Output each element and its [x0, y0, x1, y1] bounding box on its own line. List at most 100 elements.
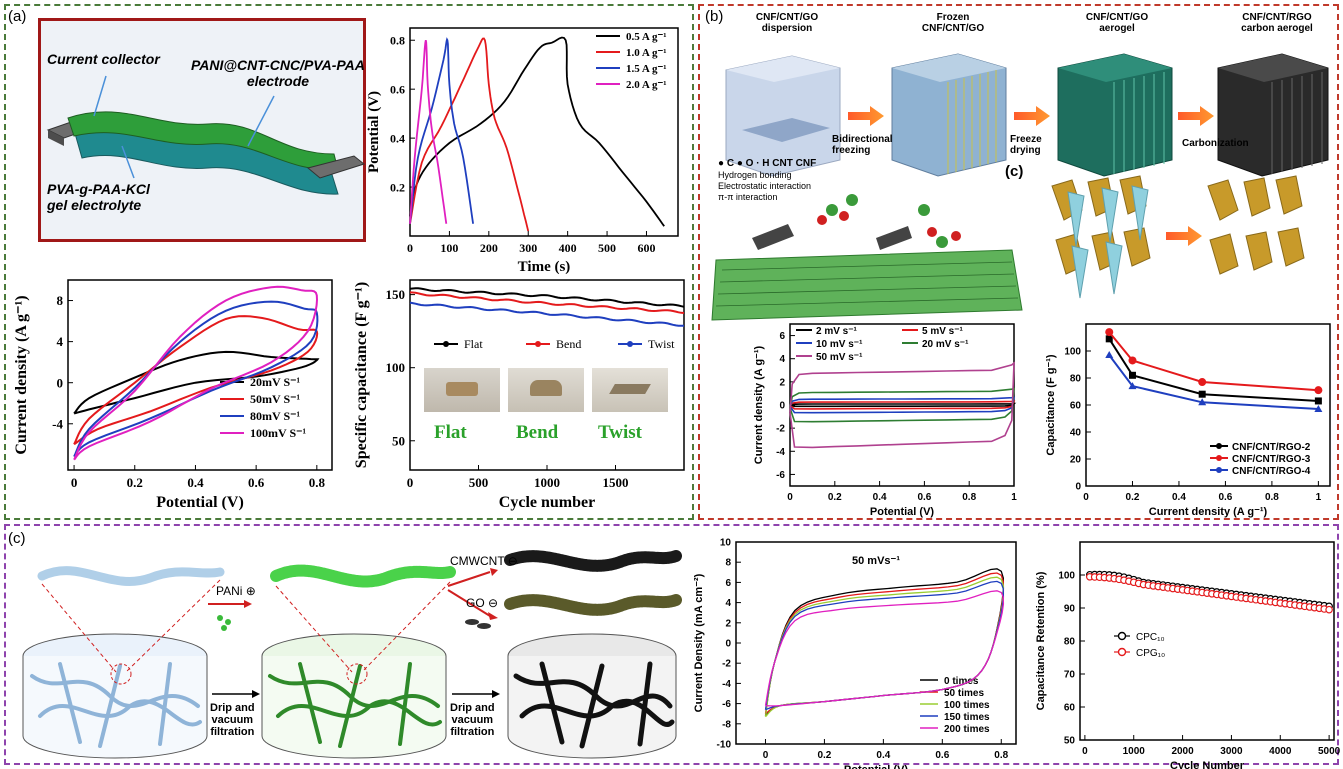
cap-a-legend-label: Twist	[648, 337, 675, 351]
y-tick-label: -2	[722, 659, 731, 670]
y-tick-label: 0.4	[390, 131, 405, 145]
cv-c-legend-label: 150 times	[944, 712, 990, 723]
x-tick-label: 0	[787, 492, 793, 503]
x-tick-label: 0	[1083, 492, 1089, 503]
y-tick-label: -2	[776, 424, 785, 435]
y-axis-label: Specific capacitance (F g⁻¹)	[353, 282, 370, 468]
panel-label-c-top: (c)	[1005, 163, 1024, 180]
y-tick-label: 60	[1064, 703, 1076, 714]
x-tick-label: 0.2	[828, 492, 842, 503]
chart-cap-a: 0 500 1000 1500 50 100 150 Cycle number Specific…	[353, 279, 685, 511]
y-tick-label: 100	[1058, 571, 1075, 582]
y-tick-label: 60	[1070, 401, 1082, 412]
y-tick-label: 2	[779, 377, 785, 388]
x-tick-label: 0.8	[1265, 492, 1279, 503]
y-tick-label: 80	[1064, 637, 1076, 648]
y-tick-label: 4	[57, 334, 64, 349]
cap-a-series-line	[409, 287, 685, 308]
device-schematic: Current collector PANI@CNT-CNC/PVA-PAA e…	[38, 18, 366, 242]
x-tick-label: 0.2	[1126, 492, 1140, 503]
cap-a-legend-marker	[535, 341, 541, 347]
cv-a-series-line	[73, 350, 320, 415]
cv-a-series-line	[73, 300, 319, 458]
y-tick-label: 0.2	[390, 180, 405, 194]
x-axis-label: Current density (A g⁻¹)	[1149, 506, 1268, 518]
y-tick-label: 70	[1064, 670, 1076, 681]
cv-b-series-line	[789, 396, 1016, 414]
cv-a-series-line	[73, 285, 319, 461]
cap-b-point	[1314, 386, 1323, 395]
cap-b-point	[1128, 371, 1136, 379]
x-tick-label: 0	[763, 750, 769, 761]
caption-bend: Bend	[516, 422, 559, 443]
chart-cv-b: 0 0.2 0.4 0.6 0.8 1 -6 -4 -2 0 2 4 6 Potential (V) Cur…	[753, 323, 1017, 518]
x-tick-label: 600	[637, 241, 655, 255]
ret-c-legend-marker	[1117, 647, 1127, 657]
y-tick-label: 20	[1070, 455, 1082, 466]
plot-frame	[409, 27, 679, 237]
interaction-hydrogen: Hydrogen bonding	[718, 170, 792, 180]
chart-gcd: 0 100 200 300 400 500 600 0.2 0.4 0.6 0.8 Time (s) P…	[366, 27, 679, 275]
y-tick-label: 8	[725, 558, 731, 569]
x-tick-label: 500	[469, 475, 489, 490]
gcd-legend-label: 1.0 A g⁻¹	[626, 47, 667, 59]
cv-a-legend-label: 50mV S⁻¹	[250, 392, 300, 406]
chart-cv-c: 0 0.2 0.4 0.6 0.8 -10 -8 -6 -4 -2 0 2 4 6 8 10 Potential…	[693, 538, 1017, 769]
cap-a-legend-label: Bend	[556, 337, 581, 351]
cv-b-series-line	[789, 387, 1015, 423]
y-tick-label: 80	[1070, 374, 1082, 385]
cap-a-legend-marker	[627, 341, 633, 347]
cap-a-series-line	[409, 291, 685, 314]
y-tick-label: -10	[717, 740, 732, 751]
cap-b-series-line	[1108, 338, 1319, 402]
y-tick-label: 0	[725, 639, 731, 650]
y-tick-label: 2	[725, 618, 731, 629]
cv-a-legend-label: 100mV S⁻¹	[250, 426, 306, 440]
gcd-legend-label: 0.5 A g⁻¹	[626, 31, 667, 43]
y-tick-label: -4	[722, 679, 731, 690]
cap-b-point	[1128, 356, 1137, 365]
gcd-series-line	[409, 37, 474, 224]
cv-a-legend-label: 80mV S⁻¹	[250, 409, 300, 423]
label-current-collector: Current collector	[47, 51, 160, 67]
x-tick-label: 100	[440, 241, 458, 255]
label-electrode: PANI@CNT-CNC/PVA-PAA electrode	[191, 57, 365, 89]
x-tick-label: 0.8	[309, 475, 326, 490]
y-tick-label: 0	[779, 401, 785, 412]
x-tick-label: 0.2	[817, 750, 831, 761]
x-tick-label: 0	[407, 475, 414, 490]
x-tick-label: 1000	[534, 475, 560, 490]
arrow-label-freezing: Bidirectional freezing	[832, 134, 893, 156]
gcd-series-line	[409, 37, 530, 232]
x-tick-label: 0.6	[935, 750, 949, 761]
cap-b-legend-marker	[1216, 467, 1222, 473]
ret-c-legend-marker	[1117, 631, 1127, 641]
chart-cv-a: 0 0.2 0.4 0.6 0.8 -4 0 4 8 Potential (V) Current d…	[13, 279, 333, 511]
y-tick-label: 4	[779, 354, 785, 365]
panel-b	[698, 4, 1339, 520]
cv-c-series-line	[764, 590, 1005, 707]
cap-b-point	[1314, 397, 1322, 405]
panel-c-bottom	[4, 524, 1339, 765]
y-tick-label: 100	[1064, 347, 1081, 358]
y-tick-label: -6	[776, 470, 785, 481]
y-tick-label: -4	[776, 447, 785, 458]
y-tick-label: 8	[57, 293, 64, 308]
y-tick-label: -8	[722, 719, 731, 730]
ret-c-legend-label: CPG₁₀	[1136, 648, 1165, 659]
x-tick-label: 400	[559, 241, 577, 255]
photo-twist	[592, 368, 668, 412]
ret-c-point	[1325, 605, 1333, 614]
y-tick-label: 150	[386, 287, 406, 302]
step-dispersion: CNF/CNT/GO dispersion	[755, 12, 819, 34]
step-frozen: Frozen CNF/CNT/GO	[921, 12, 985, 34]
x-tick-label: 500	[598, 241, 616, 255]
cv-b-legend-label: 5 mV s⁻¹	[922, 326, 964, 337]
x-tick-label: 0	[407, 241, 413, 255]
atom-legend: ● C ● O · H CNT CNF	[718, 158, 817, 169]
x-tick-label: 2000	[1171, 746, 1194, 757]
cv-b-series-line	[789, 402, 1017, 408]
gcd-legend-label: 1.5 A g⁻¹	[626, 63, 667, 75]
y-axis-label: Capacitance Retention (%)	[1035, 571, 1047, 710]
x-tick-label: 200	[480, 241, 498, 255]
